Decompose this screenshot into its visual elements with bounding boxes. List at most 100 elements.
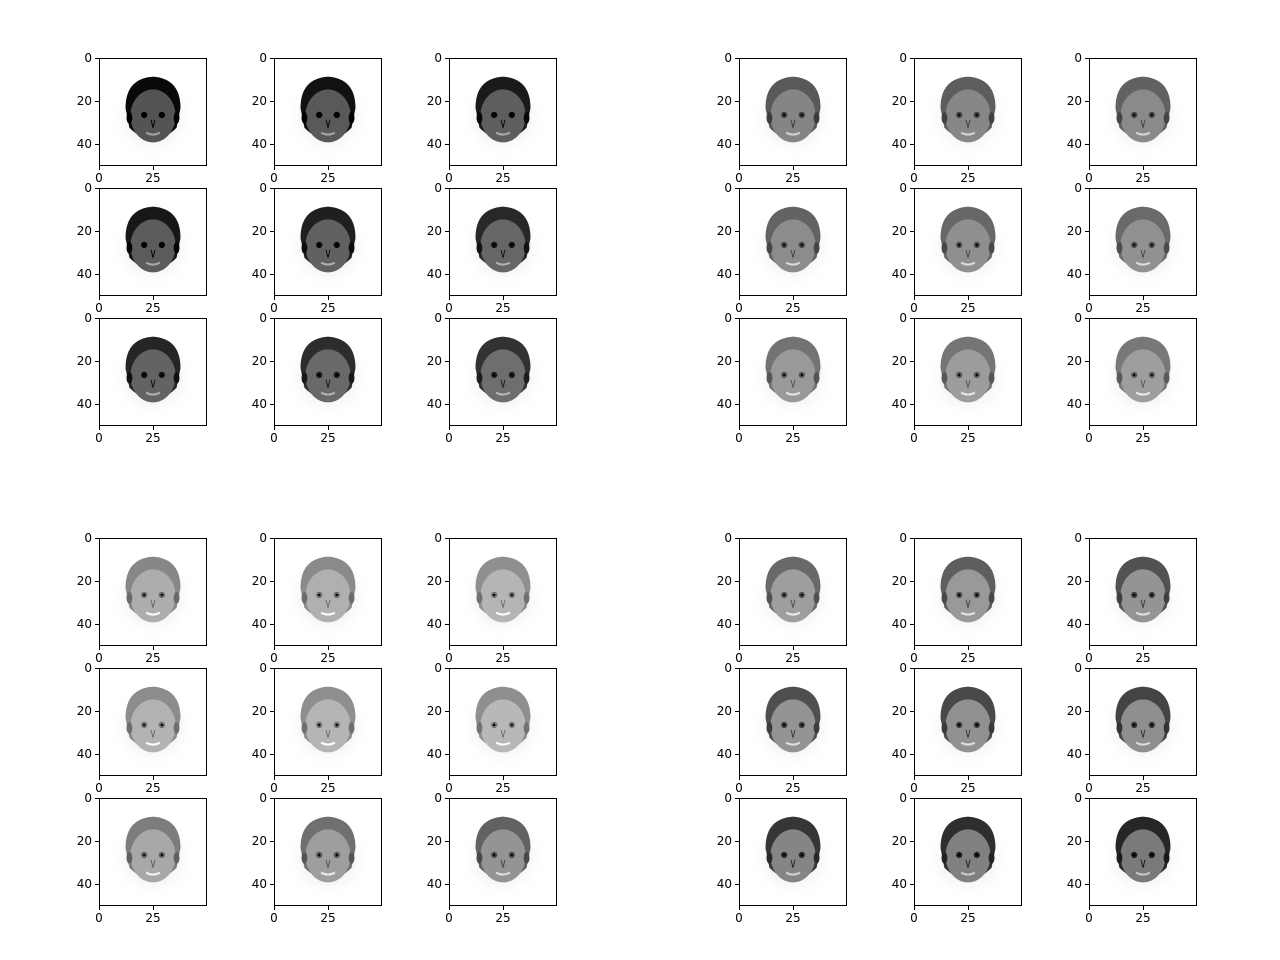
y-tick-label: 0 — [259, 791, 267, 805]
y-tick-mark — [1085, 58, 1089, 59]
y-tick-label: 40 — [76, 397, 92, 412]
x-tick-label: 25 — [145, 651, 161, 665]
x-tick-label: 0 — [1085, 911, 1093, 925]
x-tick-label: 0 — [910, 781, 918, 795]
y-tick-label: 20 — [251, 704, 267, 719]
x-tick-mark — [739, 166, 740, 170]
x-tick-mark — [449, 296, 450, 300]
y-tick-mark — [910, 538, 914, 539]
y-tick-mark — [270, 404, 274, 406]
face-image — [1089, 538, 1197, 646]
y-tick-label: 20 — [1066, 224, 1082, 239]
x-tick-label: 0 — [1085, 781, 1093, 795]
face-image — [449, 318, 557, 426]
x-tick-mark — [914, 426, 915, 430]
y-tick-label: 20 — [426, 94, 442, 109]
face-image — [449, 668, 557, 776]
x-tick-mark — [968, 646, 969, 650]
x-tick-label: 25 — [145, 911, 161, 925]
y-tick-label: 20 — [716, 834, 732, 849]
y-tick-mark — [910, 318, 914, 319]
x-tick-mark — [1143, 776, 1144, 780]
y-tick-label: 40 — [426, 267, 442, 282]
face-image — [274, 668, 382, 776]
face-image — [99, 798, 207, 906]
y-tick-mark — [735, 274, 739, 276]
y-tick-label: 0 — [1074, 791, 1082, 805]
y-tick-label: 40 — [251, 137, 267, 152]
x-tick-label: 25 — [1135, 911, 1151, 925]
y-tick-label: 0 — [84, 531, 92, 545]
y-tick-mark — [735, 361, 739, 363]
x-tick-label: 0 — [1085, 431, 1093, 445]
x-tick-label: 0 — [95, 431, 103, 445]
face-image — [739, 798, 847, 906]
x-tick-label: 0 — [910, 431, 918, 445]
y-tick-label: 20 — [891, 354, 907, 369]
y-tick-mark — [910, 668, 914, 669]
x-tick-label: 0 — [270, 651, 278, 665]
y-tick-label: 40 — [1066, 747, 1082, 762]
x-tick-label: 25 — [960, 651, 976, 665]
y-tick-label: 0 — [899, 791, 907, 805]
y-tick-label: 40 — [716, 617, 732, 632]
x-tick-mark — [1089, 166, 1090, 170]
y-tick-mark — [1085, 581, 1089, 583]
x-tick-label: 0 — [445, 911, 453, 925]
x-tick-mark — [503, 166, 504, 170]
y-tick-mark — [95, 798, 99, 799]
x-tick-mark — [153, 296, 154, 300]
x-tick-label: 0 — [735, 301, 743, 315]
y-tick-label: 0 — [84, 661, 92, 675]
y-tick-label: 0 — [84, 51, 92, 65]
x-tick-mark — [1089, 776, 1090, 780]
y-tick-label: 20 — [76, 224, 92, 239]
y-tick-mark — [910, 841, 914, 843]
face-image — [914, 538, 1022, 646]
y-tick-label: 40 — [1066, 617, 1082, 632]
x-tick-mark — [449, 776, 450, 780]
face-image — [739, 318, 847, 426]
y-tick-mark — [95, 538, 99, 539]
x-tick-mark — [153, 646, 154, 650]
y-tick-label: 20 — [251, 834, 267, 849]
y-tick-label: 0 — [724, 531, 732, 545]
x-tick-mark — [274, 426, 275, 430]
x-tick-mark — [503, 296, 504, 300]
y-tick-label: 0 — [434, 181, 442, 195]
y-tick-label: 20 — [76, 834, 92, 849]
y-tick-label: 20 — [76, 704, 92, 719]
y-tick-mark — [270, 58, 274, 59]
y-tick-mark — [95, 711, 99, 713]
x-tick-label: 0 — [735, 781, 743, 795]
y-tick-label: 40 — [426, 617, 442, 632]
x-tick-label: 25 — [785, 431, 801, 445]
x-tick-mark — [1143, 906, 1144, 910]
x-tick-mark — [793, 646, 794, 650]
y-tick-label: 40 — [716, 137, 732, 152]
face-image — [274, 58, 382, 166]
x-tick-mark — [328, 906, 329, 910]
y-tick-label: 0 — [1074, 51, 1082, 65]
x-tick-mark — [99, 296, 100, 300]
face-image — [274, 318, 382, 426]
y-tick-label: 20 — [716, 224, 732, 239]
face-image — [914, 798, 1022, 906]
x-tick-mark — [914, 296, 915, 300]
y-tick-label: 20 — [891, 834, 907, 849]
x-tick-mark — [449, 166, 450, 170]
x-tick-mark — [503, 776, 504, 780]
y-tick-mark — [95, 754, 99, 756]
x-tick-label: 0 — [910, 911, 918, 925]
x-tick-label: 25 — [320, 651, 336, 665]
y-tick-mark — [1085, 274, 1089, 276]
y-tick-mark — [445, 101, 449, 103]
y-tick-mark — [95, 841, 99, 843]
x-tick-label: 25 — [320, 301, 336, 315]
x-tick-label: 25 — [960, 911, 976, 925]
y-tick-label: 20 — [251, 354, 267, 369]
y-tick-label: 0 — [724, 181, 732, 195]
y-tick-mark — [445, 144, 449, 146]
x-tick-mark — [274, 296, 275, 300]
y-tick-mark — [735, 798, 739, 799]
